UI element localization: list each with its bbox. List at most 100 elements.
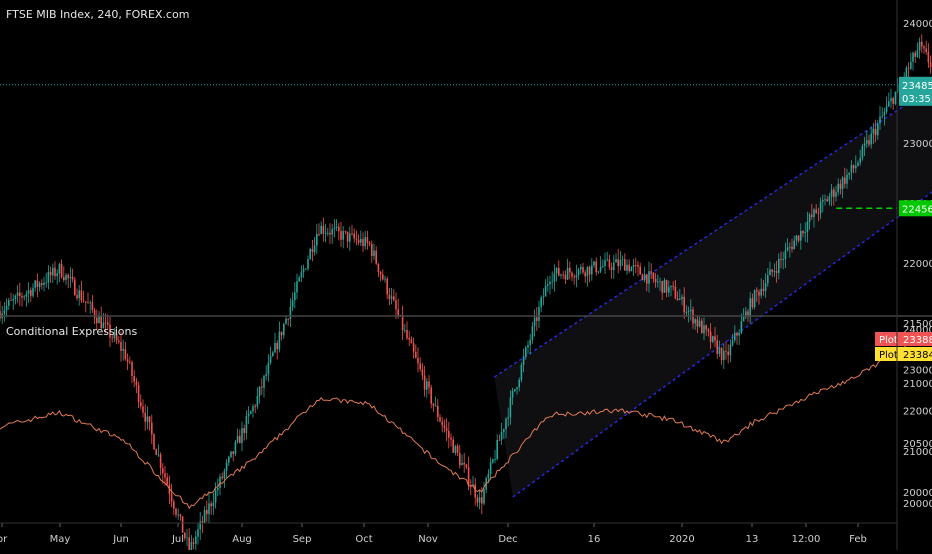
candle-body [327, 232, 329, 234]
candle-body [527, 345, 529, 348]
candle-body [703, 325, 705, 334]
candle-body [254, 406, 256, 408]
candle-body [830, 189, 833, 197]
candle-body [817, 213, 820, 215]
candle-body [415, 351, 417, 358]
candle-body [313, 245, 316, 253]
candle-body [56, 273, 58, 277]
candle-body [397, 309, 399, 316]
candle-body [67, 274, 69, 279]
price-tick-label: 24000 [903, 19, 932, 30]
candle-body [474, 484, 476, 498]
plot-badge-name: Plot [879, 335, 898, 346]
candle-body [85, 301, 87, 303]
candle-body [764, 283, 767, 292]
candle-body [773, 271, 776, 272]
candle-body [544, 285, 547, 297]
candle-body [496, 440, 498, 460]
candle-body [217, 487, 219, 491]
candle-body [274, 343, 276, 353]
channel-upper-line[interactable] [493, 0, 932, 378]
candle-body [236, 436, 239, 442]
candle-body [142, 406, 144, 413]
candle-body [881, 115, 883, 117]
candle-body [824, 199, 826, 201]
candle-body [476, 497, 479, 503]
candle-body [41, 283, 43, 285]
candle-body [210, 503, 212, 507]
candle-body [914, 52, 916, 57]
candle-body [767, 275, 769, 284]
candle-body [597, 271, 600, 273]
candle-body [195, 536, 197, 544]
candle-body [800, 230, 802, 241]
candle-body [223, 470, 226, 479]
candle-body [844, 177, 846, 184]
candle-body [518, 379, 520, 388]
candle-body [643, 274, 646, 281]
candle-body [582, 267, 584, 273]
candle-body [514, 389, 516, 391]
candle-body [80, 290, 83, 301]
candle-body [140, 402, 142, 407]
candle-body [641, 274, 644, 281]
indicator-tick-label: 24000 [903, 325, 932, 336]
indicator-pane[interactable] [0, 334, 932, 510]
candle-body [879, 116, 881, 124]
candle-body [201, 521, 204, 523]
candle-body [762, 288, 765, 292]
candle-body [280, 331, 283, 336]
candle-body [547, 284, 549, 286]
candle-body [720, 347, 723, 361]
candle-body [811, 214, 813, 217]
candle-body [120, 342, 122, 351]
channel-lower-line[interactable] [512, 0, 932, 498]
candle-body [408, 338, 410, 340]
candle-body [613, 262, 615, 271]
candle-body [610, 266, 613, 271]
candle-body [181, 516, 184, 533]
candle-body [910, 61, 912, 69]
candle-body [434, 405, 437, 407]
candle-body [575, 275, 578, 278]
candle-body [8, 300, 10, 306]
plot-badge: Plot 23388 [875, 332, 932, 346]
candle-body [109, 324, 111, 338]
candle-body [190, 542, 193, 552]
candle-body [859, 157, 861, 163]
candle-body [863, 143, 866, 147]
candle-body [170, 493, 173, 502]
time-tick-label: Nov [418, 534, 438, 545]
candle-body [184, 532, 186, 539]
candle-body [529, 339, 531, 346]
candle-body [93, 310, 96, 318]
candle-body [571, 272, 573, 277]
candle-body [188, 537, 190, 552]
candle-body [265, 374, 267, 376]
candle-body [252, 406, 254, 412]
candle-body [520, 364, 523, 380]
candle-body [162, 468, 164, 474]
conditional-expressions-line[interactable] [0, 334, 932, 510]
candle-body [173, 501, 175, 509]
candle-body [247, 413, 250, 417]
candle-body [883, 111, 886, 116]
candle-body [566, 267, 569, 280]
candle-body [727, 351, 729, 356]
candle-body [30, 290, 32, 296]
candle-body [316, 233, 318, 246]
candle-body [276, 343, 278, 350]
candle-body [148, 416, 151, 423]
candle-body [179, 514, 182, 517]
candle-body [694, 319, 696, 324]
candle-body [916, 50, 919, 57]
candle-body [894, 91, 897, 104]
candle-body [258, 386, 261, 397]
candle-body [71, 276, 74, 280]
candle-body [481, 497, 483, 504]
candle-body [918, 41, 921, 51]
candle-body [492, 459, 494, 463]
candle-body [338, 226, 340, 232]
